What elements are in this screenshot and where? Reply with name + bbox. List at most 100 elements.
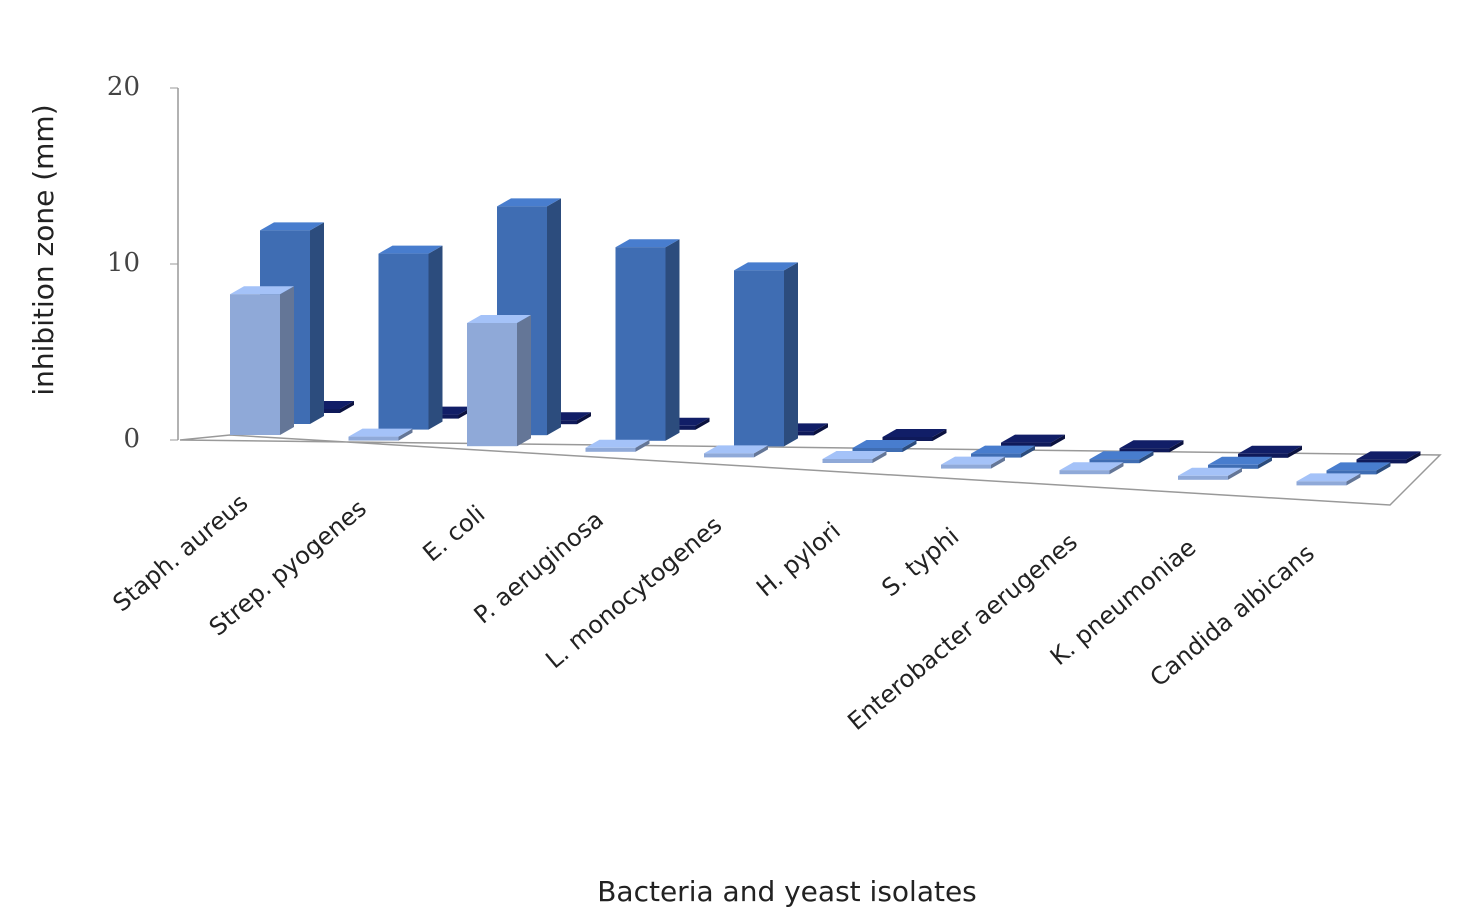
bar-top: [1326, 462, 1391, 471]
bar: [1238, 445, 1302, 458]
bar-top: [497, 198, 561, 207]
bar-top: [1119, 440, 1184, 449]
bar-top: [704, 445, 768, 454]
bar-side: [1139, 451, 1154, 464]
bar-front: [1059, 470, 1110, 475]
bar-side: [280, 286, 294, 435]
bar-side: [310, 222, 324, 424]
bar: [1001, 434, 1065, 447]
bar-top: [230, 286, 294, 295]
bar-front: [1119, 448, 1170, 453]
bar: [615, 239, 680, 441]
bar-front: [822, 459, 873, 463]
bar-side: [1109, 462, 1124, 475]
bar-side: [428, 245, 443, 430]
bar-top: [1296, 473, 1361, 482]
bar-side: [340, 401, 354, 413]
bar-side: [398, 428, 413, 441]
x-tick-label: S. typhi: [876, 522, 964, 602]
bar: [467, 315, 531, 447]
bar-top: [822, 451, 887, 459]
bar: [1208, 456, 1272, 469]
y-axis-title: inhibition zone (mm): [27, 104, 60, 395]
bar-front: [1001, 442, 1051, 447]
bar: [1296, 473, 1361, 486]
bar-top: [882, 429, 947, 437]
bar-top: [585, 439, 650, 448]
bar: [1356, 451, 1421, 464]
bar-side: [695, 417, 710, 430]
bar-front: [1296, 481, 1347, 486]
floor: [179, 434, 1442, 506]
bar-front: [734, 270, 784, 447]
bar-side: [1406, 451, 1421, 464]
bar-side: [1376, 462, 1391, 475]
x-tick-label: E. coli: [417, 500, 490, 567]
bar-side: [1051, 434, 1065, 447]
y-tick-label: 10: [107, 248, 140, 278]
bar: [852, 440, 917, 452]
bar: [378, 245, 443, 430]
bar-side: [517, 315, 531, 447]
bar-front: [378, 253, 429, 430]
y-tick-label: 0: [123, 424, 140, 454]
bar-front: [1089, 459, 1140, 464]
bar: [734, 262, 798, 447]
bar-side: [1228, 467, 1242, 480]
bar-top: [941, 456, 1005, 465]
bar-front: [971, 453, 1021, 458]
x-tick-label: P. aeruginosa: [469, 505, 609, 629]
bar-top: [1001, 434, 1065, 443]
bar-top: [1059, 462, 1124, 471]
bar-top: [1238, 445, 1302, 454]
bar: [1089, 451, 1154, 464]
bar-side: [932, 429, 947, 441]
bar-side: [754, 445, 768, 458]
bar-front: [348, 436, 399, 441]
bar-top: [467, 315, 531, 323]
x-tick-label: Enterobacter aerugenes: [842, 528, 1082, 736]
bar-top: [378, 245, 443, 254]
bar: [230, 286, 294, 435]
bar-side: [665, 239, 680, 441]
bar-side: [902, 440, 917, 452]
bar-side: [577, 412, 591, 425]
bar-front: [1356, 459, 1407, 464]
bar: [971, 445, 1035, 458]
bar-front: [852, 448, 903, 452]
bar: [348, 428, 413, 441]
bar-top: [1089, 451, 1154, 460]
bar-front: [467, 323, 517, 447]
bar-side: [1169, 440, 1184, 453]
bar-front: [941, 464, 991, 469]
bar-front: [1238, 453, 1288, 458]
bar-top: [971, 445, 1035, 454]
bar: [704, 445, 768, 458]
bar: [1119, 440, 1184, 453]
bar-front: [882, 437, 933, 441]
bar-top: [734, 262, 798, 271]
bar-front: [1178, 475, 1228, 480]
bar-top: [1178, 467, 1242, 476]
bar-top: [615, 239, 680, 248]
bar-front: [704, 453, 754, 458]
bar-top: [852, 440, 917, 448]
bar-side: [784, 262, 798, 447]
bar-front: [615, 247, 666, 441]
bar-front: [1326, 470, 1377, 475]
bar: [941, 456, 1005, 469]
bar-front: [230, 294, 280, 435]
bar-side: [635, 439, 650, 452]
x-tick-label: H. pylori: [751, 517, 846, 603]
bar: [882, 429, 947, 441]
bar-side: [1346, 473, 1361, 486]
bar-side: [1288, 445, 1302, 458]
bar-top: [1208, 456, 1272, 465]
bar-front: [1208, 464, 1258, 469]
bar: [822, 451, 887, 463]
bar: [585, 439, 650, 452]
bar-side: [547, 198, 561, 436]
bar-side: [872, 451, 887, 463]
bar-side: [814, 423, 828, 436]
